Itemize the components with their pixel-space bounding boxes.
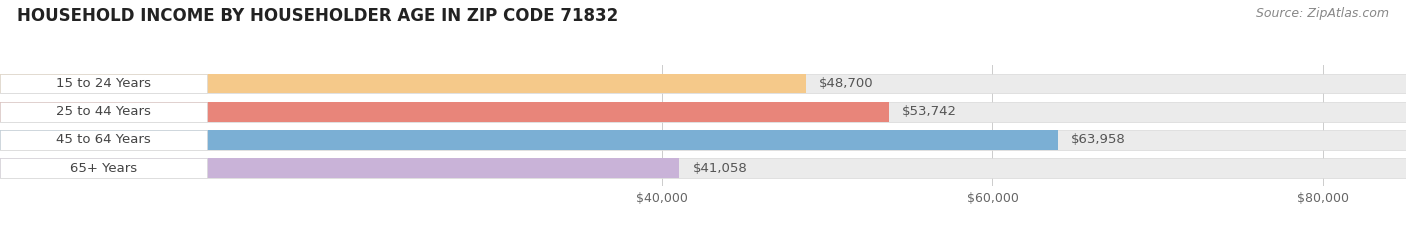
Text: 15 to 24 Years: 15 to 24 Years — [56, 77, 150, 90]
Bar — [0, 74, 1406, 93]
Bar — [0, 102, 207, 122]
Text: $41,058: $41,058 — [692, 161, 747, 175]
Text: $63,958: $63,958 — [1071, 134, 1126, 146]
Bar — [0, 130, 207, 150]
Bar — [0, 102, 1406, 122]
Text: Source: ZipAtlas.com: Source: ZipAtlas.com — [1256, 7, 1389, 20]
Bar — [0, 102, 889, 122]
Bar — [0, 74, 207, 93]
Text: 45 to 64 Years: 45 to 64 Years — [56, 134, 150, 146]
Bar — [0, 158, 1406, 178]
Bar — [0, 74, 806, 93]
Bar — [0, 158, 207, 178]
Bar — [0, 130, 1057, 150]
Bar — [0, 158, 679, 178]
Text: $53,742: $53,742 — [903, 105, 957, 118]
Text: HOUSEHOLD INCOME BY HOUSEHOLDER AGE IN ZIP CODE 71832: HOUSEHOLD INCOME BY HOUSEHOLDER AGE IN Z… — [17, 7, 619, 25]
Text: 65+ Years: 65+ Years — [70, 161, 136, 175]
Bar — [0, 130, 1406, 150]
Text: 25 to 44 Years: 25 to 44 Years — [56, 105, 150, 118]
Text: $48,700: $48,700 — [818, 77, 873, 90]
